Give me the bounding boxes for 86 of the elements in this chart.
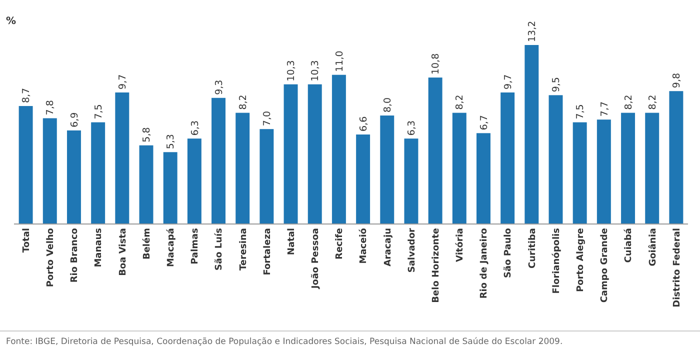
data-label: 6,3: [190, 120, 201, 136]
bar: [500, 92, 515, 224]
x-tick-label: Manaus: [94, 228, 104, 268]
data-label: 8,2: [623, 94, 634, 110]
data-label: 8,0: [382, 97, 394, 113]
data-label: 13,2: [526, 20, 538, 42]
data-label: 10,3: [286, 60, 298, 82]
bar: [308, 84, 322, 224]
x-tick-label: Rio de Janeiro: [480, 228, 490, 299]
bar: [284, 84, 298, 224]
x-tick-label: Porto Alegre: [576, 228, 586, 292]
x-tick-label: Curitiba: [528, 228, 538, 268]
data-label: 6,9: [69, 112, 80, 128]
bar: [452, 112, 466, 224]
bar: [404, 138, 418, 224]
data-label: 5,3: [166, 134, 177, 150]
bar: [139, 145, 154, 224]
data-label: 7,5: [93, 104, 104, 120]
bar: [91, 122, 106, 224]
data-label: 7,8: [45, 100, 56, 116]
x-tick-label: Rio Branco: [70, 228, 80, 283]
bar: [428, 78, 442, 224]
x-tick-label: Belo Horizonte: [431, 228, 442, 303]
data-label: 5,8: [142, 127, 153, 142]
x-tick-label: Natal: [286, 228, 297, 256]
data-label: 11,0: [334, 50, 346, 72]
data-label: 7,5: [575, 104, 586, 120]
source-note: Fonte: IBGE, Diretoria de Pesquisa, Coordenação de População e Indicadores Sociais, Pesquisa Nacional de Saúde do Escolar 2009.: [6, 337, 563, 347]
data-label: 9,7: [502, 74, 514, 90]
x-tick-label: São Paulo: [504, 228, 514, 278]
bar: [596, 120, 611, 224]
bar: [115, 92, 130, 224]
data-label: 9,5: [551, 77, 562, 92]
x-tick-label: Palmas: [190, 228, 201, 264]
x-tick-label: Belém: [141, 228, 152, 260]
data-label: 9,7: [117, 74, 128, 90]
data-label: 9,8: [672, 72, 683, 88]
x-tick-label: Recife: [335, 228, 346, 260]
bar: [260, 129, 274, 224]
bar: [66, 130, 81, 224]
x-tick-label: Maceió: [358, 228, 370, 264]
data-label: 8,7: [21, 88, 32, 104]
x-tick-label: Distrito Federal: [672, 228, 682, 308]
data-label: 9,3: [214, 80, 225, 95]
x-tick-label: Salvador: [407, 227, 418, 273]
bar: [669, 91, 684, 224]
bar: [548, 95, 563, 224]
x-tick-label: Florianópolis: [550, 228, 562, 294]
x-tick-label: Porto Velho: [46, 228, 56, 288]
bar: [572, 122, 587, 224]
x-tick-label: São Luís: [214, 228, 225, 270]
y-axis-title: %: [6, 16, 16, 27]
data-label: 6,6: [358, 116, 370, 132]
x-tick-label: Aracaju: [383, 228, 394, 266]
x-tick-label: Goiânia: [647, 228, 658, 266]
x-tick-label: Vitória: [454, 228, 466, 262]
data-label: 10,8: [430, 53, 442, 75]
bar: [476, 133, 490, 224]
x-tick-label: Cuiabá: [623, 228, 634, 263]
bar: [356, 134, 370, 224]
bar: [187, 138, 202, 224]
bar: [645, 112, 660, 224]
bar: [163, 152, 178, 224]
data-label: 6,7: [478, 115, 490, 130]
x-tick-label: Macapá: [165, 228, 176, 267]
bar: [621, 112, 636, 224]
bar: [380, 116, 394, 224]
bar: [212, 98, 226, 224]
data-label: 8,2: [238, 94, 249, 110]
bar: [18, 106, 33, 224]
x-tick-label: Boa Vista: [118, 228, 128, 276]
data-label: 8,2: [647, 94, 658, 110]
data-label: 6,3: [406, 120, 418, 136]
x-tick-label: Campo Grande: [600, 228, 610, 303]
bar: [524, 45, 539, 224]
x-tick-label: Fortaleza: [262, 228, 273, 276]
bar: [42, 118, 57, 224]
x-tick-label: João Pessoa: [311, 228, 322, 290]
bar: [332, 74, 346, 224]
data-label: 7,0: [262, 110, 274, 126]
x-tick-label: Total: [22, 228, 32, 253]
data-label: 8,2: [454, 94, 466, 110]
data-label: 7,7: [599, 101, 610, 117]
x-tick-label: Teresina: [238, 228, 249, 271]
bar: [236, 112, 250, 224]
data-label: 10,3: [310, 60, 322, 82]
